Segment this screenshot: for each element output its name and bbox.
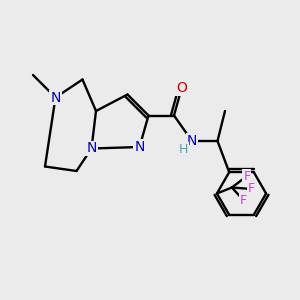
Text: N: N <box>50 91 61 104</box>
Text: H: H <box>179 143 188 156</box>
Text: F: F <box>248 182 255 196</box>
Text: N: N <box>187 134 197 148</box>
Text: F: F <box>243 169 250 183</box>
Text: F: F <box>240 194 247 207</box>
Text: N: N <box>86 142 97 155</box>
Text: O: O <box>176 82 187 95</box>
Text: N: N <box>134 140 145 154</box>
